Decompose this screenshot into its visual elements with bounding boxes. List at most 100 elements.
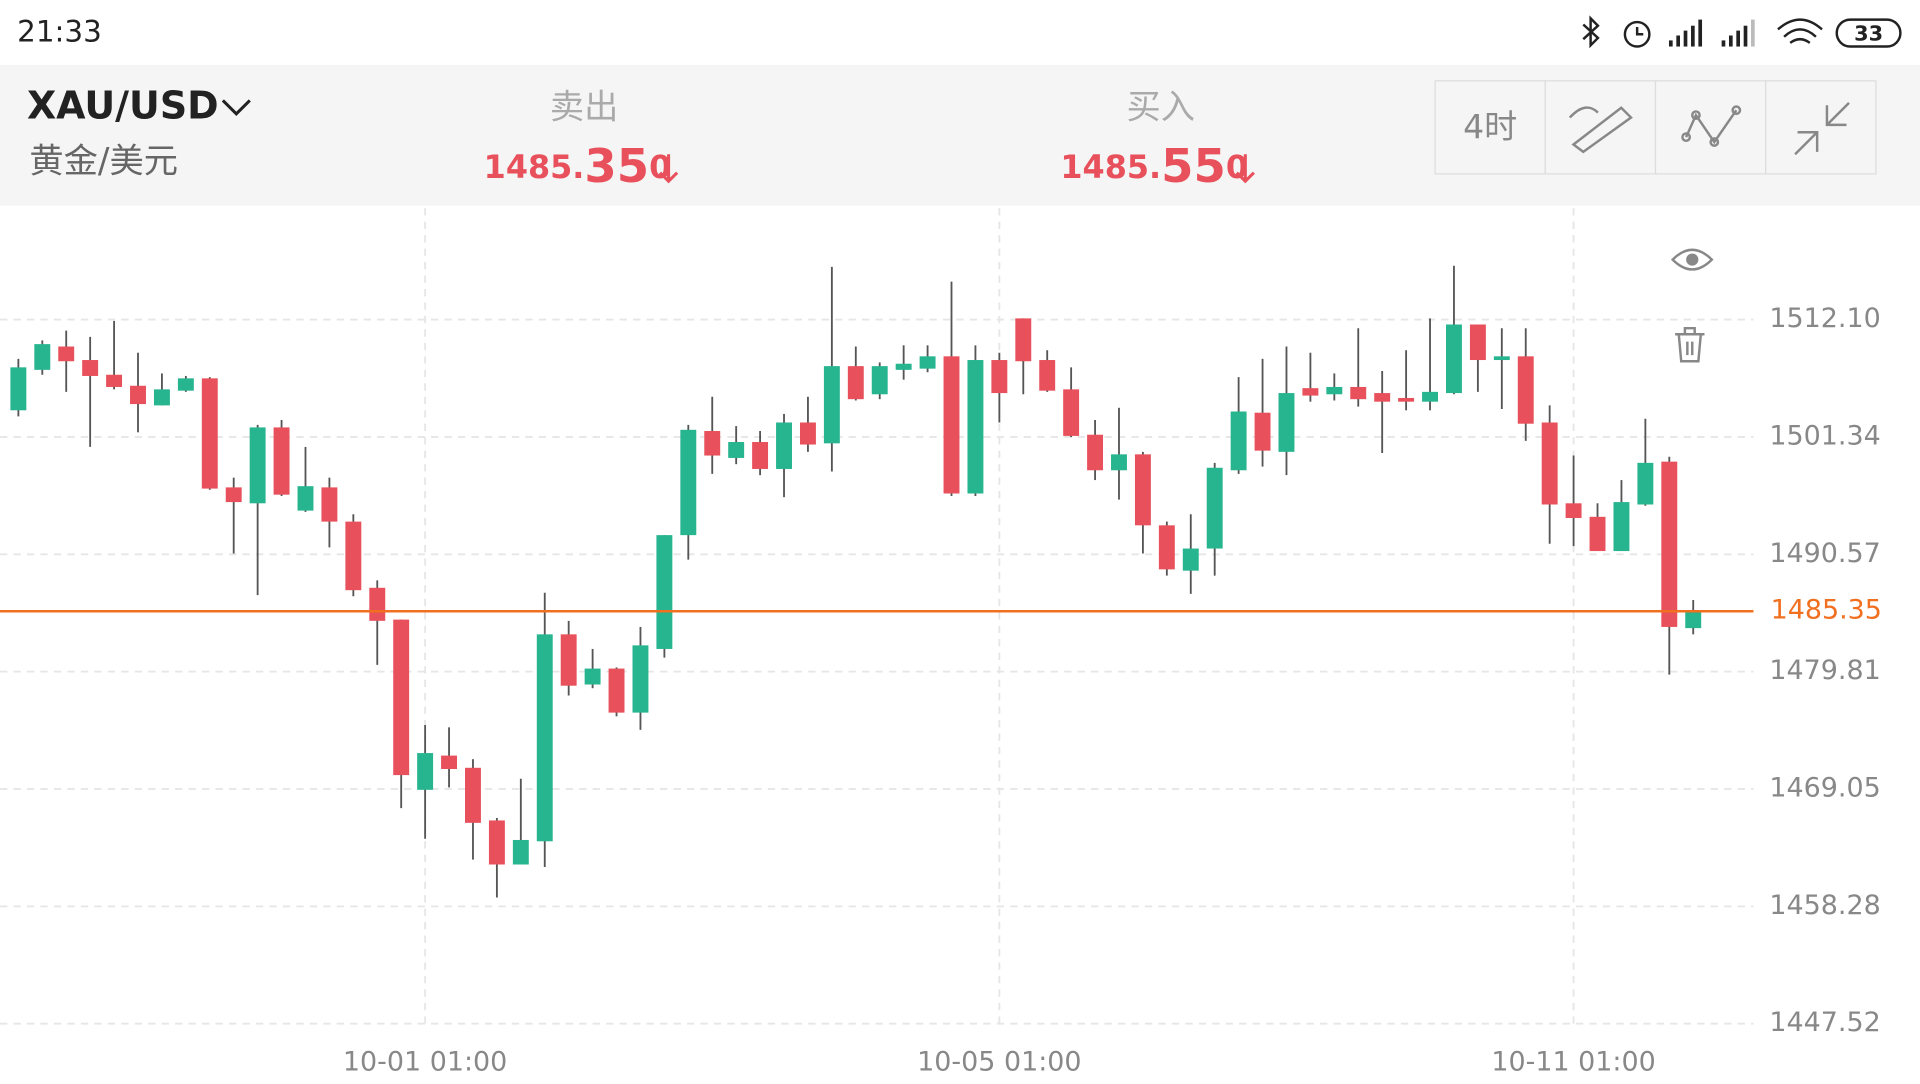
candle-body — [153, 389, 170, 406]
indicator-button[interactable] — [1654, 80, 1767, 175]
collapse-icon — [1794, 101, 1850, 156]
candle-body — [1589, 516, 1606, 552]
bluetooth-icon — [1582, 15, 1600, 49]
candle-body — [1398, 397, 1415, 402]
candle-body — [943, 356, 960, 494]
price-head: 1485. — [1060, 148, 1161, 186]
candle-body — [1661, 461, 1678, 627]
toolbar — [1434, 80, 1877, 175]
candle-body — [1613, 502, 1630, 552]
candle-body — [680, 429, 697, 536]
candle-body — [1039, 360, 1056, 391]
candle-body — [1517, 356, 1534, 424]
x-tick-label: 10-01 01:00 — [343, 1046, 507, 1077]
eye-icon[interactable] — [1670, 248, 1714, 271]
candle-body — [608, 668, 625, 713]
candle-body — [201, 378, 218, 489]
y-tick-label: 1479.81 — [1769, 655, 1880, 686]
candle-body — [369, 587, 386, 621]
price-head: 1485. — [484, 148, 585, 186]
candle-body — [560, 634, 577, 686]
candle-body — [1278, 393, 1295, 452]
x-tick-label: 10-11 01:00 — [1491, 1046, 1655, 1077]
symbol[interactable]: XAU/USD — [27, 83, 219, 127]
candle-body — [297, 486, 314, 511]
candle-body — [1087, 434, 1104, 471]
down-arrow — [1235, 154, 1255, 184]
timeframe[interactable]: 4时 — [1463, 107, 1517, 146]
candle-body — [1469, 324, 1486, 361]
candle-body — [1685, 611, 1702, 629]
sell-price[interactable]: 1485.350 — [484, 138, 672, 192]
candle-body — [1206, 467, 1223, 549]
pen-icon — [1568, 106, 1633, 154]
candle-body — [1134, 454, 1151, 526]
trash-icon[interactable] — [1675, 326, 1705, 363]
candle-body — [345, 521, 362, 591]
draw-button[interactable] — [1544, 80, 1657, 175]
candle-body — [10, 367, 27, 411]
line-icon — [1685, 109, 1738, 145]
candle-body — [1302, 388, 1319, 396]
candle-body — [871, 366, 888, 395]
candle-body — [584, 668, 601, 685]
toolbar-icons — [1568, 101, 1850, 156]
candle-body — [1158, 525, 1175, 570]
battery-level: 33 — [1854, 21, 1883, 45]
candle-body — [823, 366, 840, 444]
candle-body — [512, 839, 529, 865]
symbol-dropdown[interactable] — [221, 99, 251, 117]
candle-body — [465, 767, 481, 823]
candle-body — [919, 356, 936, 369]
candle-body — [441, 755, 458, 769]
collapse-button[interactable] — [1765, 80, 1877, 175]
candle-body — [1350, 386, 1367, 400]
symbol-name: 黄金/美元 — [29, 141, 178, 181]
wifi-icon — [1777, 18, 1823, 44]
candle-body — [1182, 548, 1199, 571]
candle-body — [536, 634, 553, 842]
sell-label: 卖出 — [550, 87, 619, 127]
candle-body — [488, 820, 505, 865]
y-tick-label: 1469.05 — [1769, 772, 1880, 803]
buy-price[interactable]: 1485.550 — [1060, 138, 1248, 192]
candle-body — [1565, 503, 1582, 519]
candle-body — [656, 535, 673, 649]
status-icons — [1582, 15, 1902, 49]
candle-body — [1063, 389, 1080, 436]
candle-body — [130, 385, 146, 405]
candle-body — [1230, 411, 1247, 471]
price-big: 35 — [584, 138, 649, 192]
candle-body — [58, 346, 75, 362]
battery-icon — [1835, 18, 1902, 48]
candle-body — [1422, 391, 1438, 402]
y-tick-label: 1501.34 — [1769, 420, 1880, 451]
candle-body — [1493, 356, 1510, 361]
candle-body — [1015, 318, 1032, 362]
candle-body — [967, 360, 984, 494]
candle-body — [1326, 386, 1343, 395]
candle-body — [417, 753, 434, 790]
candle-body — [273, 427, 290, 495]
candle-body — [1254, 412, 1271, 451]
candle-body — [847, 366, 864, 400]
candle-body — [106, 374, 123, 387]
candle-body — [225, 487, 242, 503]
y-tick-label: 1447.52 — [1769, 1007, 1880, 1038]
alarm-icon — [1623, 20, 1651, 48]
buy-label: 买入 — [1127, 87, 1196, 127]
candle-body — [1446, 324, 1462, 394]
y-tick-label: 1458.28 — [1769, 890, 1880, 921]
candle-body — [34, 344, 51, 370]
candle-body — [82, 360, 99, 376]
candle-body — [728, 442, 745, 458]
candle-body — [393, 619, 410, 776]
candle-body — [249, 427, 266, 504]
candle-body — [704, 431, 721, 456]
candle-body — [632, 645, 649, 713]
x-tick-label: 10-05 01:00 — [917, 1046, 1081, 1077]
candle-body — [1541, 422, 1558, 505]
candle-body — [321, 487, 338, 522]
